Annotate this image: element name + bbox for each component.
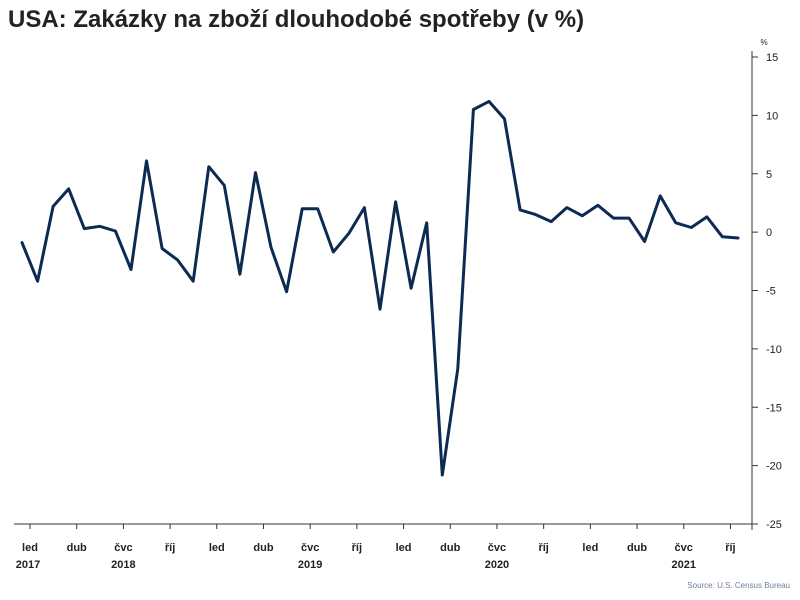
x-tick-label: říj <box>538 542 548 554</box>
x-tick-label: čvc <box>488 542 506 554</box>
x-tick-label: dub <box>440 542 460 554</box>
x-tick-label: čvc <box>114 542 132 554</box>
y-axis: % 15 10 5 0 -5 -10 -15 -20 -25 <box>751 38 782 531</box>
x-tick-label: dub <box>253 542 273 554</box>
source-note: Source: U.S. Census Bureau <box>687 581 790 590</box>
y-tick-label: -15 <box>766 402 782 414</box>
x-year-label: 2017 <box>16 559 40 571</box>
x-tick-label: led <box>582 542 598 554</box>
x-tick-label: dub <box>627 542 647 554</box>
y-tick-label: -10 <box>766 344 782 356</box>
x-year-label: 2018 <box>111 559 135 571</box>
y-tick-label: -20 <box>766 461 782 473</box>
point-layer <box>20 99 740 477</box>
y-tick-label: 15 <box>766 52 778 64</box>
x-year-label: 2020 <box>485 559 509 571</box>
y-tick-label: -5 <box>766 286 776 298</box>
x-tick-label: čvc <box>301 542 319 554</box>
x-year-label: 2021 <box>671 559 695 571</box>
y-tick-label: 5 <box>766 169 772 181</box>
x-tick-label: čvc <box>675 542 693 554</box>
x-tick-label: říj <box>352 542 362 554</box>
y-tick-label: -25 <box>766 519 782 531</box>
x-tick-label: led <box>209 542 225 554</box>
y-tick-label: 0 <box>766 227 772 239</box>
series-layer <box>20 99 740 477</box>
y-tick-label: 10 <box>766 110 778 122</box>
x-year-label: 2019 <box>298 559 322 571</box>
x-tick-label: říj <box>725 542 735 554</box>
x-tick-label: led <box>396 542 412 554</box>
x-tick-label: říj <box>165 542 175 554</box>
x-tick-label: dub <box>67 542 87 554</box>
x-tick-label: led <box>22 542 38 554</box>
y-unit-label: % <box>760 38 767 47</box>
series-line <box>20 99 740 477</box>
x-axis: led 2017 dub čvc 2018 říj led dub čvc 2019 říj led d… <box>14 523 752 571</box>
chart-title: USA: Zakázky na zboží dlouhodobé spotřeb… <box>8 6 585 33</box>
